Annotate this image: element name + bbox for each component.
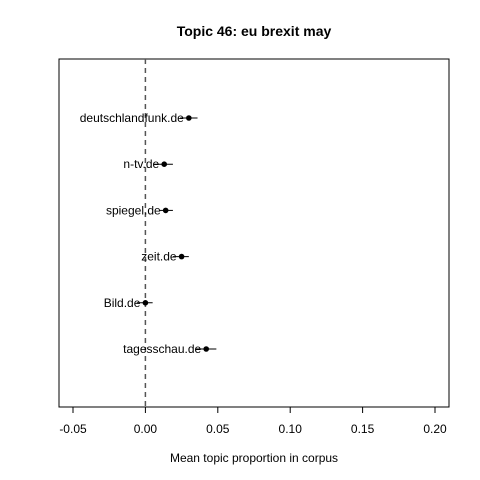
points-group: deutschlandfunk.de n-tv.de spiegel.de zeit.… [80, 111, 217, 356]
data-point [161, 161, 168, 167]
data-point [178, 253, 185, 260]
x-tick-label: 0.05 [206, 422, 230, 436]
x-axis-label: Mean topic proportion in corpus [170, 451, 338, 465]
category-label: spiegel.de [106, 203, 161, 217]
data-point [186, 115, 192, 121]
category-label: tagesschau.de [123, 342, 201, 356]
x-tick-label: 0.00 [134, 422, 158, 436]
category-label: deutschlandfunk.de [80, 111, 184, 125]
category-label: zeit.de [141, 250, 177, 264]
category-label: n-tv.de [123, 157, 159, 171]
x-tick-label: 0.10 [279, 422, 303, 436]
data-point [162, 207, 169, 214]
chart-title: Topic 46: eu brexit may [177, 23, 332, 39]
x-tick-label: 0.20 [423, 422, 447, 436]
x-tick-label: -0.05 [59, 422, 87, 436]
data-point [203, 346, 210, 352]
data-point [142, 300, 149, 306]
x-axis: -0.05 0.00 0.05 0.10 0.15 0.20 [59, 406, 447, 436]
x-tick-label: 0.15 [351, 422, 375, 436]
category-label: Bild.de [104, 296, 141, 310]
